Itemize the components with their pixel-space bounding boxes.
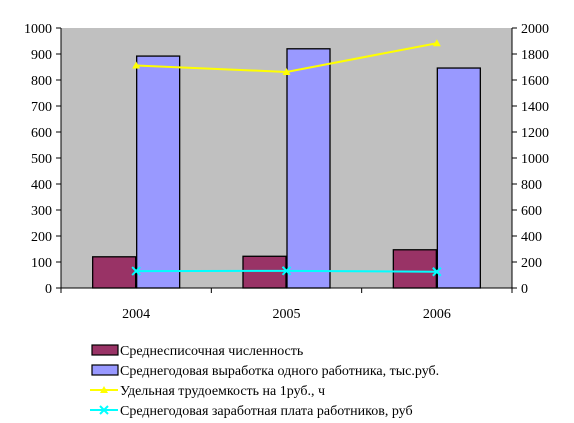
legend-label: Удельная трудоемкость на 1руб., ч: [120, 384, 325, 399]
y-right-tick-label: 600: [521, 204, 542, 219]
lines-layer: [131, 39, 442, 277]
y-right-tick-label: 2000: [521, 22, 549, 37]
y-left-tick-label: 600: [31, 126, 52, 141]
y-left-tick-label: 1000: [24, 22, 52, 37]
legend-item-2: Удельная трудоемкость на 1руб., ч: [90, 384, 325, 399]
y-left-tick-label: 0: [45, 282, 52, 297]
legend-label: Среднесписочная численность: [120, 344, 303, 359]
bar-s0-c0: [92, 256, 137, 289]
point-s1-c0: [131, 266, 141, 276]
legend-marker: [99, 405, 109, 415]
y-right-tick-label: 800: [521, 178, 542, 193]
y-left-tick-label: 400: [31, 178, 52, 193]
y-left-tick-label: 200: [31, 230, 52, 245]
y-right-tick-label: 0: [521, 282, 528, 297]
x-tick-label-2004: 2004: [122, 307, 150, 322]
bar-s1-c0: [136, 55, 181, 289]
y-right-tick-label: 1400: [521, 100, 549, 115]
point-s0-c1: [282, 67, 291, 75]
bars-layer: [92, 48, 481, 289]
axes-layer: [56, 27, 517, 293]
legend-swatch: [91, 364, 119, 376]
legend: Среднесписочная численность Среднегодовая…: [90, 344, 439, 419]
bar-s0-c2: [392, 249, 437, 289]
legend-item-3: Среднегодовая заработная плата работнико…: [90, 404, 413, 419]
y-right-tick-label: 1200: [521, 126, 549, 141]
y-left-tick-label: 300: [31, 204, 52, 219]
y-right-tick-label: 1800: [521, 48, 549, 63]
bar-s1-c1: [286, 48, 331, 289]
y-left-tick-label: 800: [31, 74, 52, 89]
tick-labels-layer: 0 100 200 300 400 500 600 700 800 900 1000 0 200 400 6…: [24, 22, 549, 322]
x-tick-label-2006: 2006: [423, 307, 451, 322]
y-left-tick-label: 700: [31, 100, 52, 115]
legend-label: Среднегодовая заработная плата работнико…: [120, 404, 413, 419]
point-s1-c1: [281, 266, 292, 276]
point-s0-c0: [132, 61, 141, 69]
y-left-tick-label: 500: [31, 152, 52, 167]
point-s1-c2: [432, 267, 442, 277]
x-tick-label-2005: 2005: [273, 307, 301, 322]
legend-marker: [100, 386, 108, 393]
bar-s1-c2: [436, 67, 481, 289]
legend-label: Среднегодовая выработка одного работника…: [120, 364, 439, 379]
y-right-tick-label: 1000: [521, 152, 549, 167]
bar-s0-c1: [242, 255, 287, 289]
legend-item-1: Среднегодовая выработка одного работника…: [91, 364, 439, 379]
y-right-tick-label: 200: [521, 256, 542, 271]
point-s0-c2: [432, 39, 441, 47]
y-right-tick-label: 400: [521, 230, 542, 245]
legend-swatch: [91, 344, 119, 356]
y-left-tick-label: 900: [31, 48, 52, 63]
y-right-tick-label: 1600: [521, 74, 549, 89]
legend-item-0: Среднесписочная численность: [91, 344, 303, 359]
y-left-tick-label: 100: [31, 256, 52, 271]
